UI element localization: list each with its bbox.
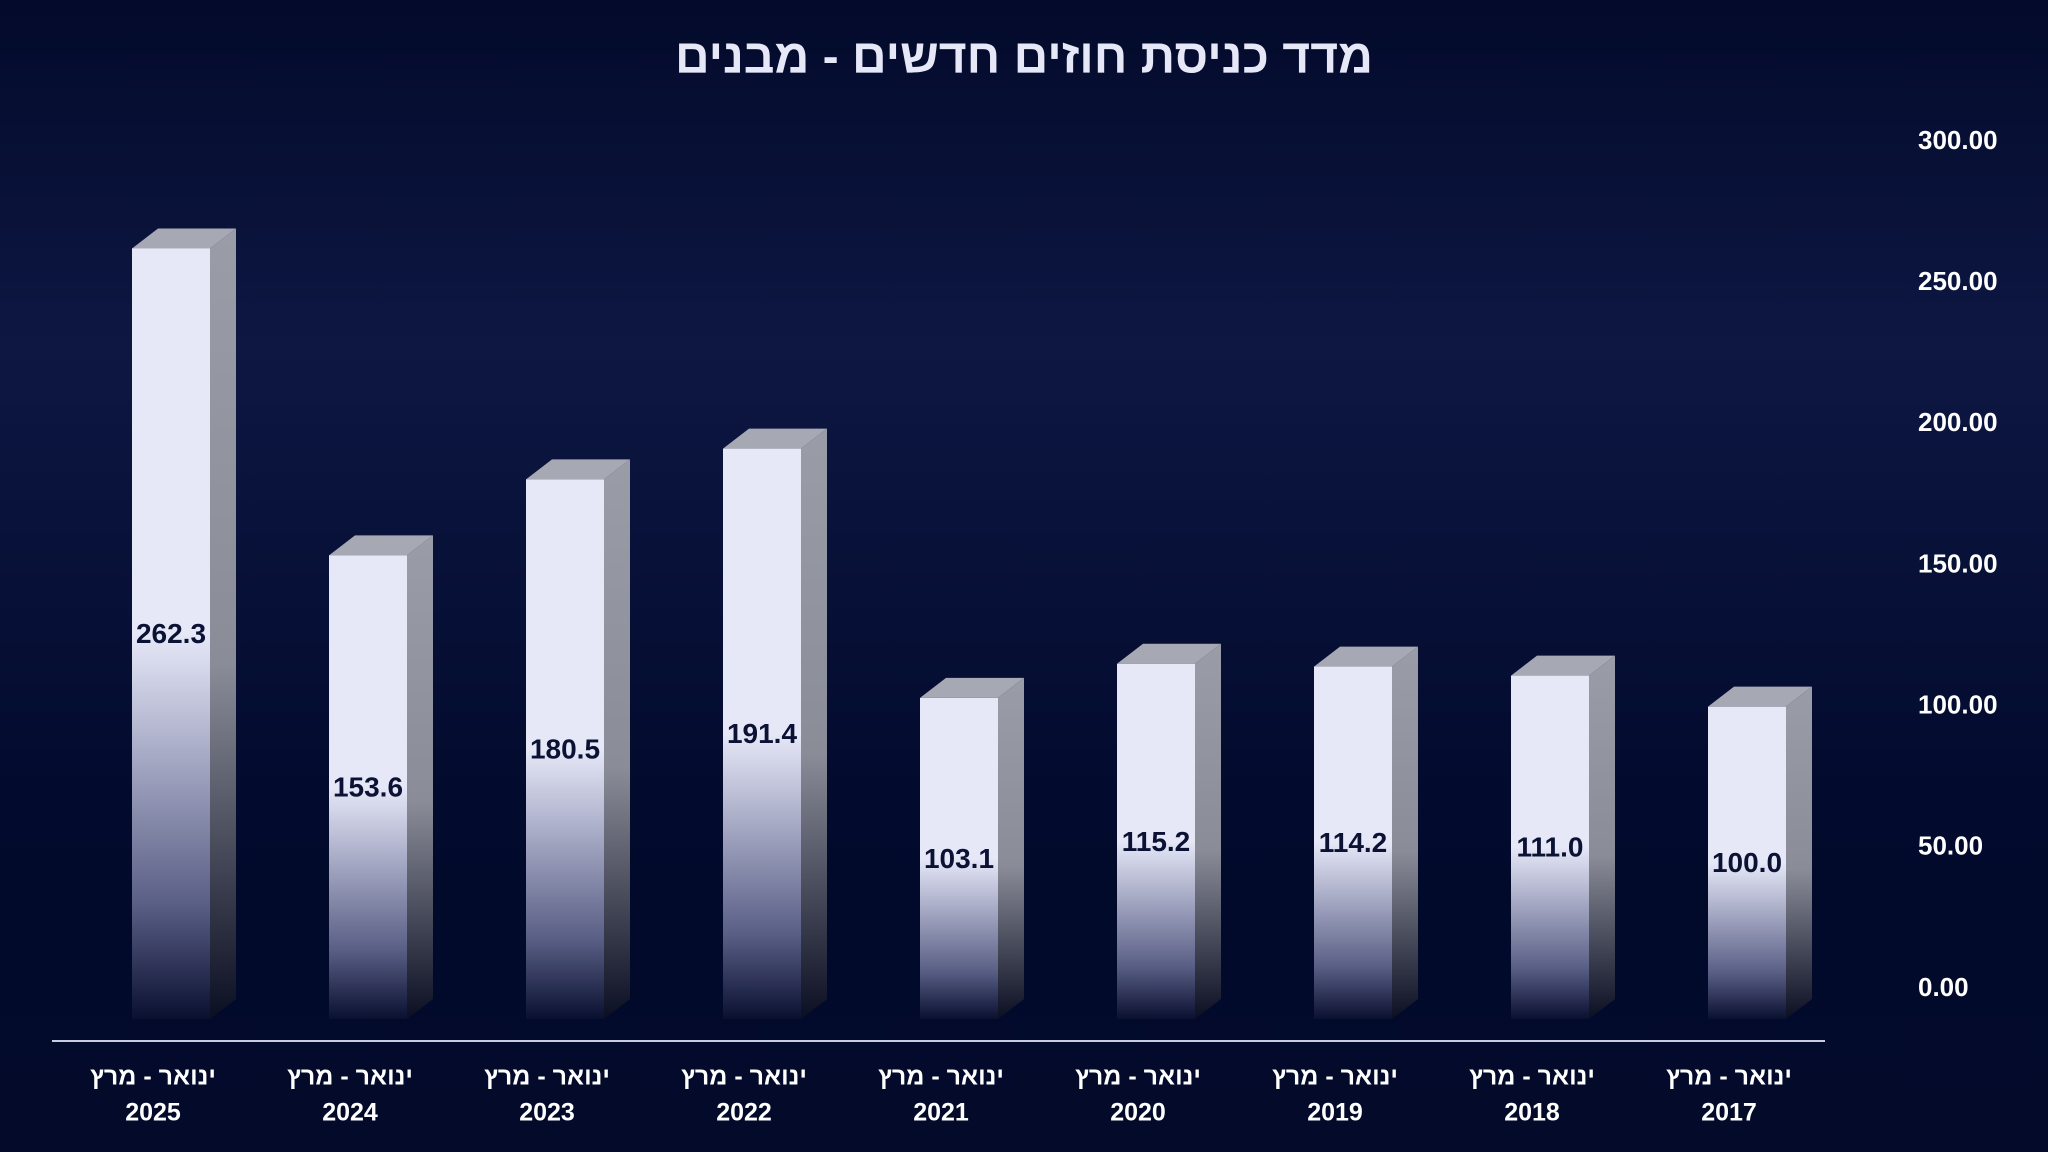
bar: 191.4 (723, 428, 827, 1019)
data-label: 262.3 (136, 618, 206, 649)
bar-side (407, 535, 433, 1019)
y-tick-label: 0.00 (1918, 972, 1969, 1002)
bar-side (1589, 655, 1615, 1019)
x-tick-label: 2023 (519, 1099, 575, 1127)
bar: 103.1 (920, 677, 1024, 1019)
x-tick-label: 2018 (1504, 1099, 1560, 1127)
x-tick-label: ינואר - מרץ (484, 1063, 610, 1091)
data-label: 153.6 (333, 772, 403, 803)
bar: 153.6 (329, 535, 433, 1019)
bar-front (1117, 663, 1195, 1019)
bar-front (1708, 706, 1786, 1019)
bar-top (920, 677, 1024, 698)
y-tick-label: 250.00 (1918, 266, 1998, 296)
x-tick-label: 2017 (1701, 1099, 1757, 1127)
bar-top (1708, 686, 1812, 707)
x-tick-label: ינואר - מרץ (1075, 1063, 1201, 1091)
bar-top (1314, 646, 1418, 667)
x-tick-label: 2021 (913, 1099, 969, 1127)
x-tick-label: ינואר - מרץ (681, 1063, 807, 1091)
x-tick-label: 2022 (716, 1099, 772, 1127)
bar: 180.5 (526, 459, 630, 1020)
chart-title: מדד כניסת חוזים חדשים - מבנים (675, 31, 1373, 84)
data-label: 114.2 (1319, 827, 1388, 858)
bar-side (1786, 686, 1812, 1019)
x-tick-label: ינואר - מרץ (1666, 1063, 1792, 1091)
bar-front (132, 248, 210, 1019)
bar-top (132, 228, 236, 249)
y-tick-label: 100.00 (1918, 690, 1998, 720)
x-tick-label: 2019 (1307, 1099, 1363, 1127)
bar-front (329, 555, 407, 1019)
y-tick-label: 50.00 (1918, 831, 1983, 861)
bar-top (1511, 655, 1615, 676)
data-label: 111.0 (1517, 832, 1584, 863)
bar: 111.0 (1511, 655, 1615, 1019)
data-label: 103.1 (924, 843, 994, 874)
x-tick-label: ינואר - מרץ (90, 1063, 216, 1091)
y-tick-label: 150.00 (1918, 548, 1998, 578)
bar: 114.2 (1314, 646, 1418, 1019)
bar-front (1511, 675, 1589, 1019)
bar-front (723, 448, 801, 1019)
bar-top (329, 535, 433, 556)
bar-top (526, 459, 630, 480)
x-tick-label: ינואר - מרץ (878, 1063, 1004, 1091)
bar-side (210, 228, 236, 1019)
bar-top (723, 428, 827, 449)
data-label: 180.5 (530, 734, 600, 765)
bar-side (998, 677, 1024, 1019)
bar-front (1314, 666, 1392, 1019)
bar-front (920, 697, 998, 1019)
bar: 100.0 (1708, 686, 1812, 1019)
data-label: 115.2 (1122, 826, 1191, 857)
bar-side (801, 428, 827, 1019)
x-tick-label: ינואר - מרץ (1469, 1063, 1595, 1091)
y-tick-label: 300.00 (1918, 125, 1998, 155)
x-tick-label: 2024 (322, 1099, 378, 1127)
bar-side (604, 459, 630, 1020)
x-tick-label: ינואר - מרץ (1272, 1063, 1398, 1091)
y-tick-label: 200.00 (1918, 407, 1998, 437)
x-tick-label: ינואר - מרץ (287, 1063, 413, 1091)
bar: 262.3 (132, 228, 236, 1019)
x-tick-label: 2020 (1110, 1099, 1166, 1127)
bar-side (1392, 646, 1418, 1019)
bar-side (1195, 643, 1221, 1019)
bar-top (1117, 643, 1221, 664)
data-label: 191.4 (727, 718, 797, 749)
x-tick-label: 2025 (125, 1099, 181, 1127)
bar: 115.2 (1117, 643, 1221, 1019)
data-label: 100.0 (1712, 847, 1782, 878)
bar-front (526, 479, 604, 1020)
